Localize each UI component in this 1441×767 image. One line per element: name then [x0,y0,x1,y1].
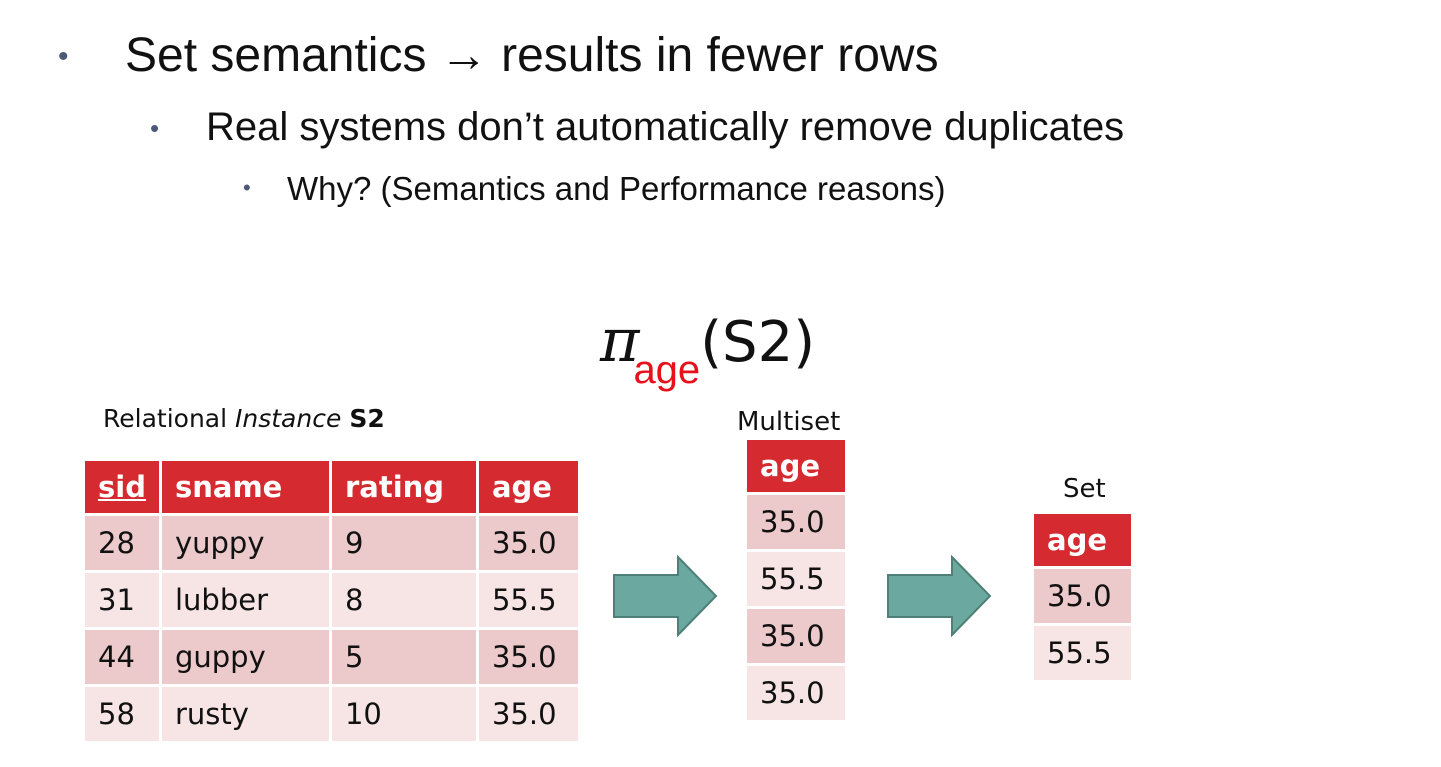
cell-rating: 8 [331,573,476,627]
cell-sname: yuppy [161,516,329,570]
table-row: 35.0 [747,666,845,720]
bullet-dot-3: • [243,175,251,200]
cell-age: 35.0 [747,609,845,663]
cell-sid: 44 [85,630,159,684]
caption-bold: S2 [349,404,385,433]
table-row: 35.0 [747,495,845,549]
cell-sid: 58 [85,687,159,741]
cell-sname: guppy [161,630,329,684]
header-age: age [747,440,845,492]
table-row: 44 guppy 5 35.0 [85,630,578,684]
bullet-level-1: Set semantics → results in fewer rows [125,29,939,82]
cell-age: 55.5 [1034,626,1131,680]
header-sid: sid [85,461,159,513]
header-age: age [1034,514,1131,566]
multiset-caption: Multiset [737,407,841,437]
table-row: 31 lubber 8 55.5 [85,573,578,627]
table-row: 55.5 [1034,626,1131,680]
bullet-dot-2: • [150,113,160,143]
cell-rating: 10 [331,687,476,741]
cell-rating: 5 [331,630,476,684]
relation-table-s2: sid sname rating age 28 yuppy 9 35.0 31 … [82,458,581,744]
cell-sname: lubber [161,573,329,627]
set-caption: Set [1063,474,1106,504]
cell-age: 35.0 [478,630,578,684]
header-sname: sname [161,461,329,513]
table-header-row: sid sname rating age [85,461,578,513]
bullet-level-3: Why? (Semantics and Performance reasons) [287,170,946,207]
caption-prefix: Relational [103,404,228,433]
cell-age: 55.5 [747,552,845,606]
table-row: 35.0 [747,609,845,663]
table-header-row: age [747,440,845,492]
table-row: 58 rusty 10 35.0 [85,687,578,741]
header-age: age [478,461,578,513]
caption-italic: Instance [235,404,342,433]
projection-subscript: age [633,348,701,392]
set-table: age 35.0 55.5 [1031,511,1134,683]
right-arrow-icon [887,555,992,637]
projection-argument: (S2) [700,310,816,375]
cell-age: 55.5 [478,573,578,627]
cell-age: 35.0 [747,666,845,720]
table-row: 28 yuppy 9 35.0 [85,516,578,570]
pi-operator: π [600,306,640,376]
cell-age: 35.0 [1034,569,1131,623]
cell-sname: rusty [161,687,329,741]
cell-sid: 31 [85,573,159,627]
cell-sid: 28 [85,516,159,570]
projection-formula: πage(S2) [600,306,816,392]
multiset-table: age 35.0 55.5 35.0 35.0 [744,437,848,723]
cell-rating: 9 [331,516,476,570]
table-header-row: age [1034,514,1131,566]
cell-age: 35.0 [478,516,578,570]
header-rating: rating [331,461,476,513]
cell-age: 35.0 [478,687,578,741]
table-row: 35.0 [1034,569,1131,623]
table-row: 55.5 [747,552,845,606]
bullet-level-2: Real systems don’t automatically remove … [206,105,1125,149]
right-arrow-icon [613,555,718,637]
relation-caption: Relational Instance S2 [103,404,385,433]
bullet-dot-1: • [58,40,69,73]
cell-age: 35.0 [747,495,845,549]
